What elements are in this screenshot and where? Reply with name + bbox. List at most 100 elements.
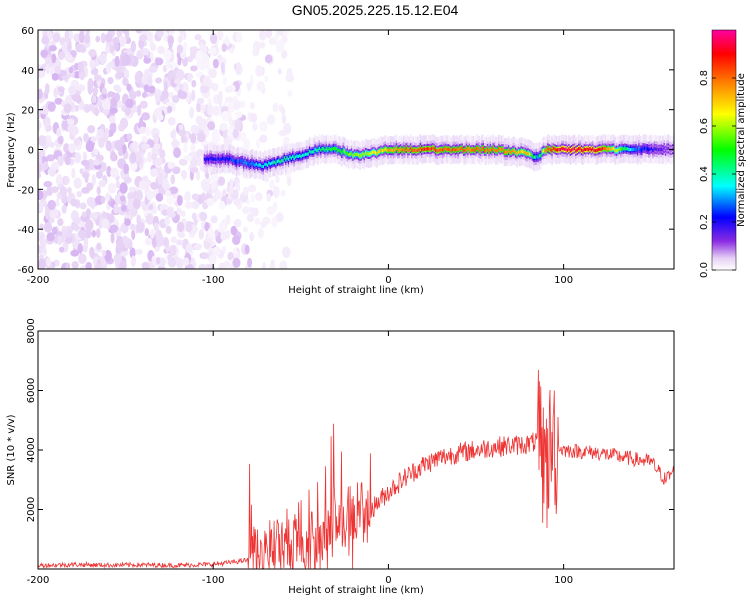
heatmap-cell [216,31,224,38]
heatmap-cell [196,97,205,105]
heatmap-cell [439,148,441,152]
heatmap-cell [51,226,58,235]
snr-y-tick-label: 2000 [26,497,37,522]
heatmap-cell [457,148,460,153]
heatmap-cell [385,148,388,152]
heatmap-cell [151,153,157,161]
colorbar: 0.0 0.2 0.4 0.6 0.8 Normalized spectral ampl… [699,29,747,278]
heatmap-cell [207,157,210,162]
heatmap-cell [94,263,103,269]
heatmap-cell [200,84,210,94]
heatmap-cell [204,222,210,232]
heatmap-cell [38,201,43,213]
heatmap-cell [559,148,562,152]
heatmap-cell [292,154,294,158]
heatmap-cell [268,37,278,46]
heatmap-cell [129,90,137,100]
heatmap-cell [212,58,219,69]
heatmap-cell [227,127,234,137]
heatmap-cell [207,227,214,239]
heatmap-cell [247,160,249,165]
heatmap-cell [404,148,406,152]
heatmap-cell [173,147,182,159]
heatmap-cell [426,147,429,151]
heatmap-cell [660,147,663,151]
heatmap-cell [275,161,277,165]
heatmap-cell [162,237,170,248]
heatmap-cell [416,148,419,153]
heatmap-cell [618,147,621,151]
heatmap-cell [399,147,402,151]
heatmap-cell [294,155,297,159]
heatmap-cell [157,172,164,185]
heatmap-cell [176,44,184,54]
heatmap-cell [577,147,580,151]
heatmap-cell [179,83,184,90]
heatmap-cell [128,186,136,193]
heatmap-cell [493,148,496,152]
heatmap-cell [636,149,639,153]
heatmap-cell [350,151,353,156]
heatmap-cell [212,157,214,161]
heatmap-cell [157,113,164,121]
heatmap-cell [182,257,190,266]
heatmap-cell [359,154,361,158]
heatmap-cell [421,148,423,152]
heatmap-cell [489,147,492,151]
heatmap-cell [357,153,360,157]
heatmap-cell [101,99,111,110]
snr-y-ticks: 2000 4000 6000 8000 [26,318,674,522]
heatmap-cell [73,177,82,189]
heatmap-cell [95,170,104,179]
heatmap-cell [482,146,485,150]
heatmap-cell [531,154,534,158]
heatmap-cell [277,68,282,75]
heatmap-cell [422,147,425,152]
heatmap-cell [643,146,646,150]
heatmap-cell [110,167,119,178]
heatmap-cell [346,151,349,156]
heatmap-cell [642,146,645,150]
heatmap-cell [411,148,413,153]
heatmap-cell [153,222,160,232]
heatmap-cell [265,162,268,166]
heatmap-cell [436,149,439,153]
heatmap-cell [306,152,308,156]
heatmap-cell [272,160,275,164]
heatmap-cell [195,169,201,181]
heatmap-cell [563,147,566,151]
heatmap-cell [287,157,290,161]
heatmap-cell [120,36,127,45]
heatmap-cell [248,163,251,167]
heatmap-cell [90,199,96,210]
heatmap-cell [634,147,636,152]
colorbar-tick-label: 0.0 [699,262,710,278]
heatmap-cell [232,247,238,256]
heatmap-cell [235,182,241,193]
heatmap-cell [196,101,201,113]
heatmap-cell [221,43,227,53]
heatmap-cell [272,186,280,198]
chart-title: GN05.2025.225.15.12.E04 [291,2,459,18]
heatmap-cell [178,90,188,100]
heatmap-cell [170,130,176,139]
heatmap-cell [548,147,551,151]
heatmap-cell [106,165,112,178]
heatmap-cell [339,149,342,153]
heatmap-cell [64,95,72,106]
heatmap-cell [465,146,468,151]
heatmap-cell [105,32,113,43]
heatmap-cell [176,195,183,206]
heatmap-cell [491,149,493,153]
heatmap-cell [165,225,172,235]
heatmap-cell [378,149,381,154]
heatmap-cell [266,114,276,125]
heatmap-cell [232,128,239,139]
heatmap-cell [222,130,228,139]
heatmap-cell [67,42,72,53]
heatmap-cell [415,149,417,153]
heatmap-cell [255,138,261,149]
heatmap-cell [101,87,107,95]
heatmap-cell [64,155,71,166]
heatmap-cell [517,150,520,154]
